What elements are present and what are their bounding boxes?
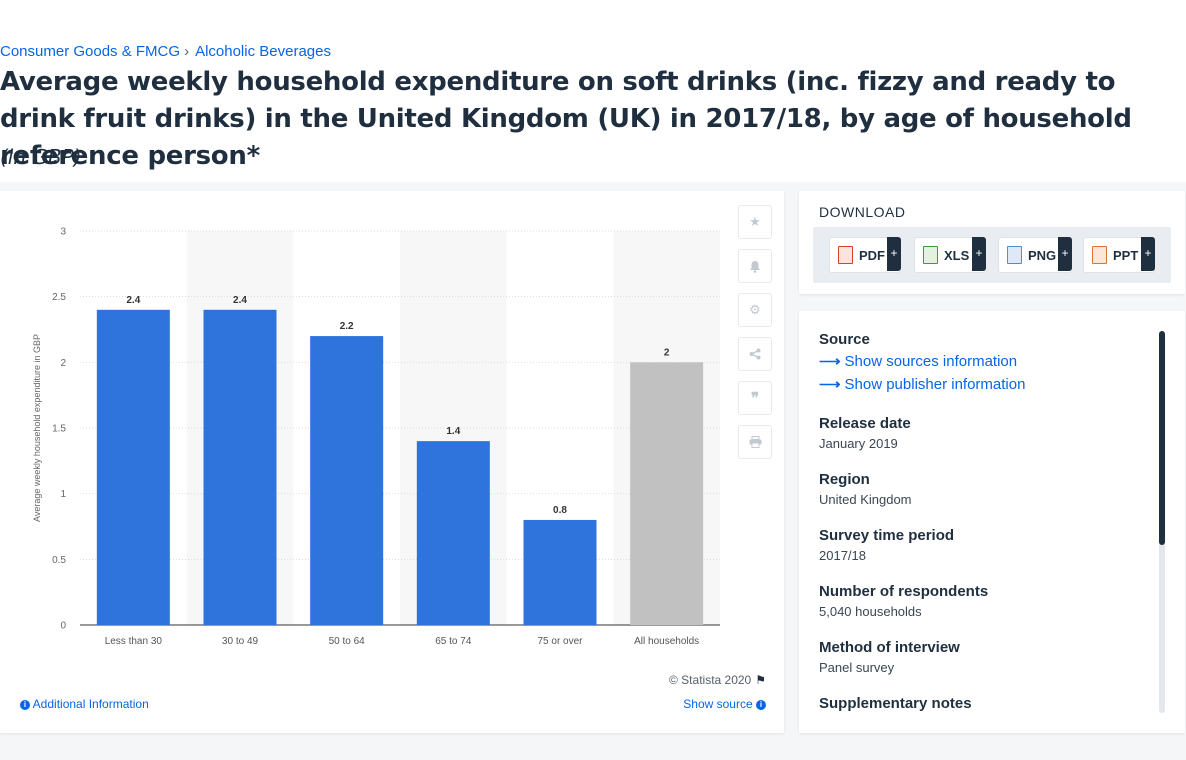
- page-subtitle: (in GBP): [0, 145, 82, 169]
- plus-icon: +: [887, 237, 901, 271]
- release-date-value: January 2019: [819, 436, 898, 451]
- show-source-link[interactable]: Show source i: [683, 697, 766, 711]
- cite-button[interactable]: ❞: [738, 381, 772, 415]
- quote-icon: ❞: [750, 390, 760, 407]
- info-scrollbar-thumb[interactable]: [1159, 331, 1165, 545]
- region-value: United Kingdom: [819, 492, 912, 507]
- download-xls-button[interactable]: XLS +: [914, 237, 986, 273]
- settings-button[interactable]: ⚙: [738, 293, 772, 327]
- pdf-file-icon: [838, 246, 853, 264]
- chart-toolbar: ★ ⚙ ❞: [738, 205, 772, 469]
- bar: [203, 309, 277, 625]
- print-icon: [749, 436, 761, 448]
- x-tick-label: Less than 30: [105, 636, 163, 647]
- download-pdf-button[interactable]: PDF +: [829, 237, 901, 273]
- download-png-button[interactable]: PNG +: [998, 237, 1072, 273]
- show-sources-label: Show sources information: [844, 353, 1018, 370]
- survey-period-label: Survey time period: [819, 527, 955, 544]
- download-title: DOWNLOAD: [819, 204, 906, 220]
- download-png-label: PNG: [1028, 247, 1057, 263]
- bar-chart: 0 0.5 1 1.5 2 2.5 3 Average weekly household ex…: [32, 227, 720, 647]
- bar-value-label: 2.4: [233, 295, 247, 306]
- additional-information-label: Additional Information: [32, 697, 149, 711]
- bar: [523, 519, 597, 625]
- download-xls-label: XLS: [944, 247, 970, 263]
- chart-copyright: © Statista 2020 ⚑: [669, 673, 766, 687]
- download-pdf-label: PDF: [859, 247, 885, 263]
- favorite-button[interactable]: ★: [738, 205, 772, 239]
- y-tick-label: 3: [60, 227, 66, 238]
- method-value: Panel survey: [819, 660, 895, 675]
- star-icon: ★: [749, 214, 761, 229]
- x-tick-label: 75 or over: [537, 636, 583, 647]
- page-title: Average weekly household expenditure on …: [0, 67, 1132, 171]
- release-date-label: Release date: [819, 415, 911, 432]
- arrow-right-icon: ⟶: [819, 376, 841, 393]
- header-area: [0, 0, 1186, 182]
- breadcrumb-link-alcoholic-beverages[interactable]: Alcoholic Beverages: [195, 43, 331, 60]
- bar-value-label: 1.4: [446, 426, 460, 437]
- bar-value-label: 2.4: [126, 295, 140, 306]
- additional-information-link[interactable]: i Additional Information: [20, 697, 149, 711]
- info-icon: i: [756, 699, 766, 710]
- png-file-icon: [1007, 246, 1022, 264]
- xls-file-icon: [923, 246, 938, 264]
- statistic-info-card: Source ⟶ Show sources information ⟶ Show p…: [799, 311, 1185, 733]
- breadcrumb: Consumer Goods & FMCG › Alcoholic Beverage…: [0, 43, 331, 60]
- download-bar: PDF + XLS + PNG + PPT +: [813, 227, 1171, 283]
- y-tick-label: 1.5: [52, 424, 66, 435]
- info-icon: i: [20, 699, 30, 710]
- method-label: Method of interview: [819, 639, 960, 656]
- y-tick-label: 1: [60, 489, 66, 500]
- y-axis-label: Average weekly household expenditure in …: [32, 334, 42, 522]
- arrow-right-icon: ⟶: [819, 353, 841, 370]
- x-tick-label: All households: [634, 636, 699, 647]
- y-tick-label: 2: [60, 358, 66, 369]
- supplementary-notes-label: Supplementary notes: [819, 695, 972, 712]
- breadcrumb-link-consumer-goods[interactable]: Consumer Goods & FMCG: [0, 43, 181, 60]
- show-sources-information-link[interactable]: ⟶ Show sources information: [819, 352, 1149, 370]
- download-card: DOWNLOAD PDF + XLS + PNG + PPT +: [799, 191, 1185, 294]
- gear-icon: ⚙: [749, 302, 761, 317]
- bar-value-label: 2: [664, 347, 670, 358]
- bar-value-label: 0.8: [553, 505, 567, 516]
- copyright-text: © Statista 2020: [669, 673, 752, 687]
- info-content: Source ⟶ Show sources information ⟶ Show p…: [819, 331, 1149, 716]
- respondents-value: 5,040 households: [819, 604, 922, 619]
- x-tick-label: 65 to 74: [435, 636, 472, 647]
- download-ppt-label: PPT: [1113, 247, 1139, 263]
- bar: [416, 441, 490, 625]
- chart-card: 0 0.5 1 1.5 2 2.5 3 Average weekly household ex…: [0, 191, 784, 733]
- breadcrumb-separator: ›: [184, 43, 190, 60]
- region-label: Region: [819, 471, 870, 488]
- x-tick-label: 30 to 49: [222, 636, 259, 647]
- show-publisher-information-link[interactable]: ⟶ Show publisher information: [819, 375, 1149, 393]
- respondents-label: Number of respondents: [819, 583, 989, 600]
- download-ppt-button[interactable]: PPT +: [1083, 237, 1155, 273]
- print-button[interactable]: [738, 425, 772, 459]
- y-tick-label: 2.5: [52, 292, 66, 303]
- plus-icon: +: [1058, 237, 1072, 271]
- y-tick-label: 0.5: [52, 555, 66, 566]
- plus-icon: +: [1141, 237, 1155, 271]
- y-tick-label: 0: [60, 621, 66, 632]
- share-button[interactable]: [738, 337, 772, 371]
- bar: [630, 362, 704, 625]
- plus-icon: +: [972, 237, 986, 271]
- notification-button[interactable]: [738, 249, 772, 283]
- bar: [310, 336, 384, 625]
- bar-value-label: 2.2: [340, 321, 354, 332]
- survey-period-value: 2017/18: [819, 548, 866, 563]
- source-heading: Source: [819, 331, 870, 348]
- flag-icon[interactable]: ⚑: [755, 673, 766, 687]
- ppt-file-icon: [1092, 246, 1107, 264]
- bar: [96, 309, 170, 625]
- show-publisher-label: Show publisher information: [844, 376, 1026, 393]
- share-icon: [749, 348, 761, 360]
- x-tick-label: 50 to 64: [329, 636, 366, 647]
- info-scrollbar[interactable]: [1159, 331, 1165, 713]
- bell-icon: [750, 260, 760, 273]
- show-source-label: Show source: [683, 697, 753, 711]
